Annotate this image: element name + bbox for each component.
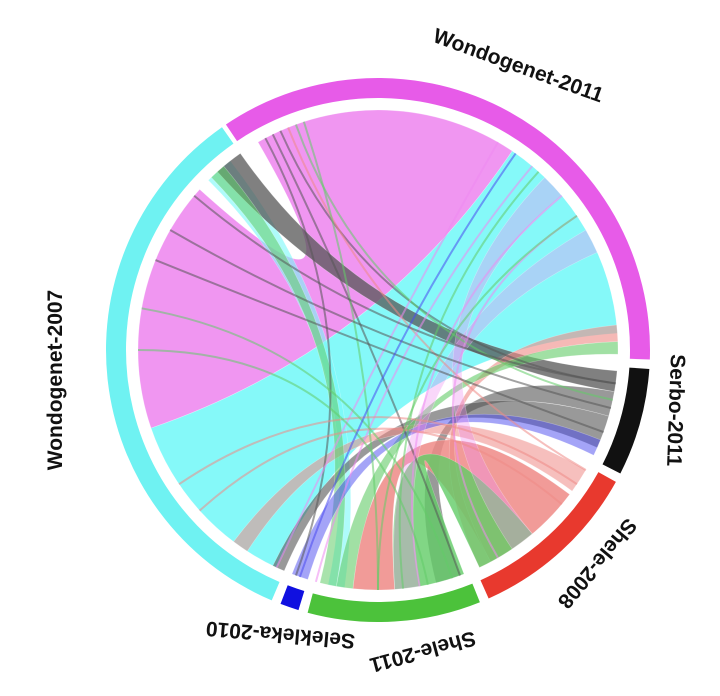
segment-arc-shele-2011 [307,583,480,623]
thread-shele-2011 [377,214,578,591]
thread-wondogenet-2011 [314,165,534,583]
thread-serbo-2011 [271,133,462,576]
thread-shele-2008 [198,427,563,512]
segment-arc-selekleka-2010 [280,585,305,611]
segment-arc-wondogenet-2007 [105,127,280,601]
thread-wondogenet-2011 [410,194,563,587]
segment-label-serbo-2011: Serbo-2011 [662,354,689,467]
thread-serbo-2011 [155,259,604,434]
segment-label-selekleka-2010: Selekleka-2010 [205,617,356,653]
thread-selekleka-2010 [298,152,517,578]
thread-shele-2008 [178,416,578,486]
thread-serbo-2011 [169,229,612,410]
thread-serbo-2011 [193,194,616,385]
segment-arcs [105,77,650,623]
thread-shele-2008 [287,127,587,471]
thread-shele-2011 [141,307,454,579]
thread-wondogenet-2011 [275,141,499,568]
segment-label-wondogenet-2007: Wondogenet-2007 [44,290,67,470]
segment-arc-shele-2008 [480,472,616,599]
thread-shele-2011 [294,124,613,401]
thread-serbo-2011 [264,137,332,576]
segment-label-shele-2011: Shele-2011 [367,626,478,676]
segment-arc-wondogenet-2011 [225,77,650,360]
chord-ribbons [137,109,619,591]
ribbon-selekleka-2010-to-serbo-2011 [291,413,601,580]
ribbon-shele-2011-to-wondogenet-2007 [210,165,346,587]
thread-shele-2011 [302,121,379,591]
thread-shele-2011 [398,170,540,589]
thread-shele-2011 [137,349,429,585]
segment-arc-serbo-2011 [602,367,650,474]
thread-wondogenet-2011 [451,214,578,559]
